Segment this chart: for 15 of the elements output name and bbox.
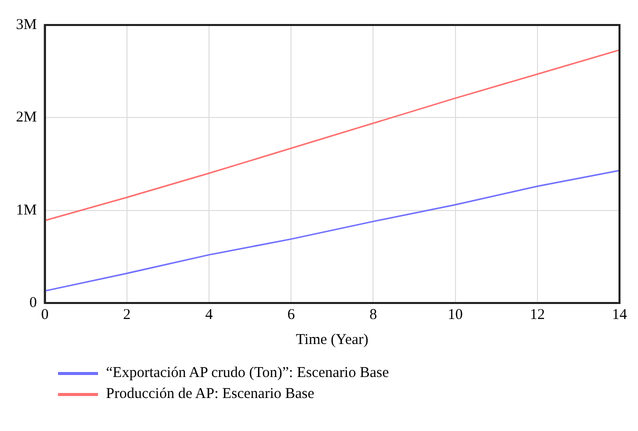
y-tick-label: 1M — [16, 202, 37, 218]
x-tick-label: 4 — [205, 306, 214, 323]
x-tick-label: 12 — [530, 306, 545, 323]
x-tick-label: 8 — [369, 306, 377, 323]
x-tick-label: 10 — [448, 306, 463, 323]
legend-label: “Exportación AP crudo (Ton)”: Escenario Base — [106, 365, 389, 382]
legend-label: Producción de AP: Escenario Base — [106, 386, 314, 403]
x-tick-label: 14 — [612, 306, 628, 323]
x-tick-label: 0 — [41, 306, 49, 323]
x-tick-label: 2 — [123, 306, 131, 323]
x-axis-title: Time (Year) — [296, 332, 368, 348]
x-tick-label: 6 — [287, 306, 296, 323]
y-tick-label: 0 — [29, 294, 37, 311]
y-tick-label: 2M — [16, 110, 37, 126]
y-tick-label: 3M — [16, 16, 37, 33]
